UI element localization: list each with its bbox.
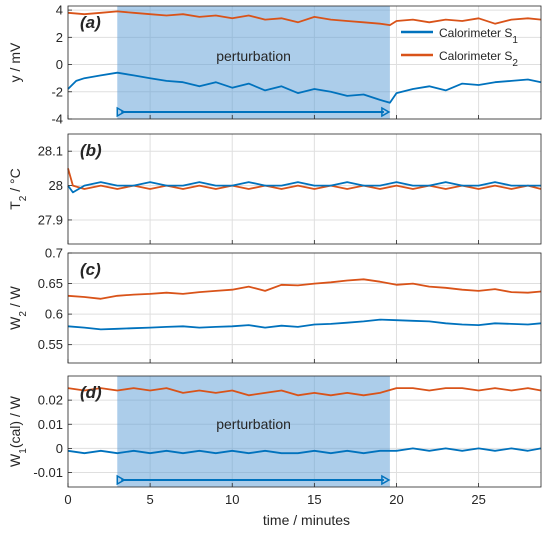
panel-1: perturbation -4 -2 0 2 4 y / mV (a) Calorimeter … (7, 3, 542, 127)
series-line-s1 (67, 181, 541, 194)
x-tick-label: 20 (389, 492, 403, 507)
y-tick-label: 0.02 (38, 393, 63, 408)
series-line-s2 (67, 278, 542, 300)
plot-area (68, 253, 541, 363)
panel-2: 27.9 28 28.1 T2 / °C (b) (7, 133, 542, 245)
y-tick-label: 0.7 (45, 246, 63, 261)
perturbation-region (117, 6, 390, 119)
y-tick-label: 0.6 (45, 307, 63, 322)
legend-entry-1: Calorimeter S1 (439, 26, 518, 46)
series-line-s1 (67, 318, 542, 331)
x-tick-label: 25 (471, 492, 485, 507)
y-tick-label: 2 (56, 30, 63, 45)
y-tick-label: 0 (56, 441, 63, 456)
series-line-s2 (67, 387, 542, 397)
legend: Calorimeter S1 Calorimeter S2 (401, 26, 518, 69)
x-tick-label: 15 (307, 492, 321, 507)
y-axis-label: W1(cal) / W (7, 395, 29, 467)
y-tick-label: 28.1 (38, 144, 63, 159)
series-line-s1 (67, 71, 542, 104)
y-tick-label: 0.01 (38, 417, 63, 432)
x-tick-label: 5 (147, 492, 154, 507)
y-axis-label: y / mV (7, 42, 23, 82)
axes-box (67, 252, 542, 364)
axes-box (67, 133, 542, 245)
panel-label: (d) (80, 383, 102, 402)
plot-area (68, 134, 541, 244)
y-tick-label: 28 (49, 178, 63, 193)
y-tick-label: 4 (56, 3, 63, 18)
panel-label: (c) (80, 260, 101, 279)
y-tick-label: 27.9 (38, 212, 63, 227)
x-tick-label: 0 (64, 492, 71, 507)
y-axis-label: T2 / °C (7, 168, 29, 210)
perturbation-label: perturbation (216, 48, 291, 64)
y-axis-label: W2 / W (7, 285, 29, 329)
series-line-s2 (67, 10, 542, 27)
perturbation-arrow-end (381, 106, 391, 118)
x-tick-label: 10 (225, 492, 239, 507)
y-tick-label: -4 (51, 112, 63, 127)
y-tick-label: 0.65 (38, 276, 63, 291)
axes-box (67, 5, 542, 120)
panel-3: 0.55 0.6 0.65 0.7 W2 / W (c) (7, 246, 542, 364)
y-tick-label: 0.55 (38, 337, 63, 352)
x-axis-label: time / minutes (263, 512, 350, 528)
perturbation-arrow-end (381, 474, 391, 486)
panel-label: (a) (80, 13, 101, 32)
perturbation-label: perturbation (216, 416, 291, 432)
legend-entry-2: Calorimeter S2 (439, 49, 518, 69)
y-tick-label: -2 (51, 84, 63, 99)
perturbation-arrow-start (116, 106, 126, 118)
panel-label: (b) (80, 141, 102, 160)
perturbation-arrow-start (116, 474, 126, 486)
y-tick-label: -0.01 (33, 465, 63, 480)
series-line-s1 (67, 447, 542, 455)
y-tick-label: 0 (56, 57, 63, 72)
axes-box (67, 375, 542, 488)
